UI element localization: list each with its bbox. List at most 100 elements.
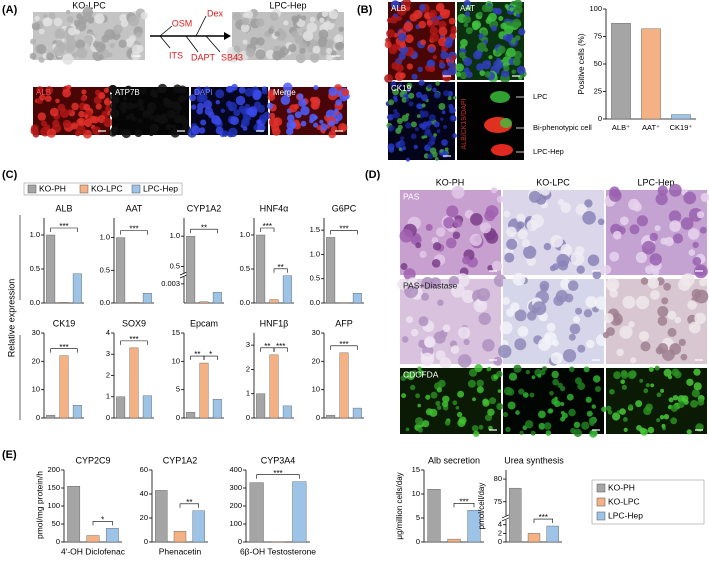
cell [691,288,702,299]
cell [436,387,442,393]
cell [697,398,705,406]
cell [522,392,529,398]
cell [185,94,190,99]
y-tick-label: 150 [47,483,60,492]
chart-title: CYP1A2 [163,455,198,465]
cell [438,26,448,36]
cell [498,344,512,359]
cell [455,273,470,288]
cell [419,110,424,115]
cell [479,70,486,76]
cell [76,125,86,135]
y-tick-label: 1.0 [170,231,180,240]
cell [543,242,552,251]
cell [220,108,225,114]
cell [109,102,117,110]
cell [660,388,665,393]
cell [601,406,607,413]
cell [669,343,682,355]
cell [427,83,433,89]
cell [71,102,79,111]
y-tick-label: 1 [106,392,110,401]
cell [330,50,337,57]
y-tick-label: 0.0 [100,298,110,307]
cell [661,423,666,429]
panel-label: (C) [2,169,18,181]
cell [421,135,425,139]
cell [44,95,52,102]
cell [135,32,142,39]
cell [75,39,86,50]
cell [65,9,71,15]
significance: *** [129,335,138,344]
cell [433,331,446,344]
cell [575,203,588,216]
cell [279,46,290,56]
cell [486,60,491,65]
cell [538,410,546,419]
bar [173,531,187,543]
cell [46,128,57,138]
cell [546,322,556,332]
y-tick-label: 3 [246,340,250,349]
cell [613,371,621,380]
micrograph [502,364,607,438]
axis-break [179,271,188,279]
bar [326,237,336,304]
bar [129,347,139,419]
cell [406,63,413,70]
cell [326,54,333,62]
cell [263,111,271,120]
cell [552,378,559,386]
chart-title: CYP1A2 [187,203,222,213]
axis-break [501,514,510,522]
cell [171,124,176,129]
cell [659,415,665,420]
y-tick-label: 200 [229,501,242,510]
cell [191,125,201,135]
cell [687,228,700,240]
cell [514,338,527,351]
y-tick-label: 0 [498,537,502,546]
legend-swatch [27,184,37,194]
cell [538,422,546,430]
cell [663,368,672,377]
significance: *** [339,225,348,234]
cell [313,122,319,128]
cell [438,103,446,110]
cell [568,408,576,417]
cell [424,336,436,348]
cell [384,74,394,83]
y-tick-label: 4 [498,520,502,529]
bar [72,405,82,419]
cell [521,239,531,248]
cell [602,265,612,275]
cell [148,131,154,137]
cell [134,129,143,138]
cell [390,0,400,10]
cell [433,91,441,99]
cell [496,370,503,378]
cell [421,94,428,102]
cell [551,398,558,405]
cell [577,344,586,353]
cell [415,242,422,249]
cell [458,416,467,425]
cell [38,56,45,63]
cell [319,17,325,23]
cell [517,229,528,240]
micrograph [455,0,527,84]
cell [436,405,442,411]
cell [667,310,677,320]
cell [221,130,229,137]
cell [318,29,329,40]
cell [549,390,554,396]
cell [532,301,547,316]
cell [95,103,102,110]
cell [585,396,592,403]
cell [413,144,418,150]
cell [645,265,654,275]
cell [591,404,596,409]
cell [656,418,661,423]
cell [313,85,319,90]
